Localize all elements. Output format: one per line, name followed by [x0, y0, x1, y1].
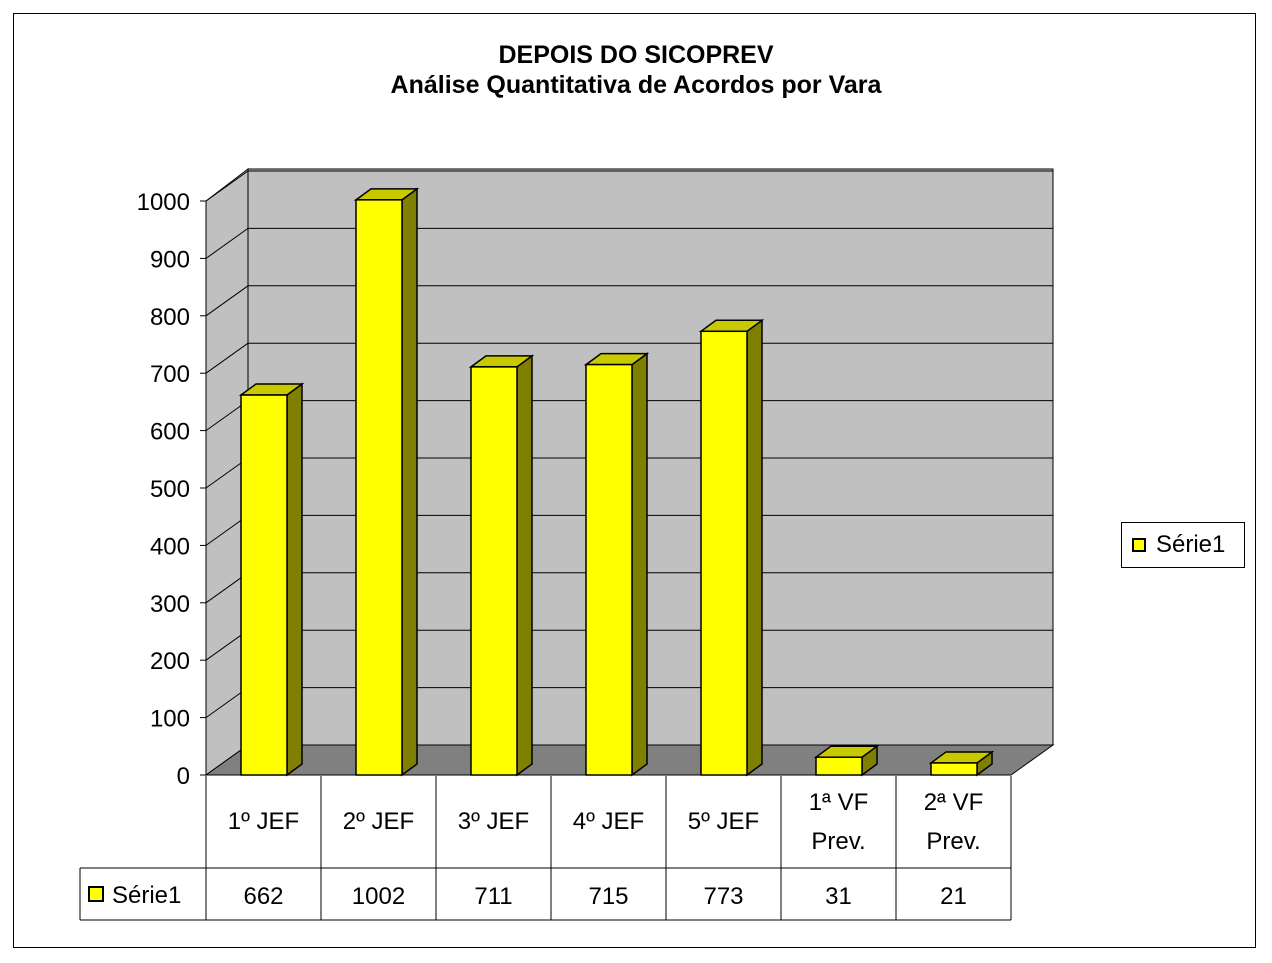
- bar-side: [631, 352, 648, 777]
- table-value: 711: [474, 883, 512, 910]
- y-tick-label: 500: [150, 476, 190, 503]
- y-tick-label: 900: [150, 246, 190, 273]
- gridline-side: [205, 227, 249, 259]
- chart-title-line: DEPOIS DO SICOPREV: [498, 41, 774, 69]
- table-value: 773: [703, 883, 743, 910]
- x-category-label: 2º JEF: [343, 808, 414, 835]
- y-tick-label: 600: [150, 419, 190, 446]
- bar-side: [516, 354, 533, 777]
- y-tick-label: 1000: [137, 189, 190, 216]
- x-category-label: 1º JEF: [228, 808, 299, 835]
- bar: [470, 366, 518, 776]
- y-tick-label: 800: [150, 304, 190, 331]
- y-tick-label: 400: [150, 533, 190, 560]
- x-category-label: 3º JEF: [458, 808, 529, 835]
- bar-side: [746, 318, 763, 777]
- chart-title: DEPOIS DO SICOPREV Análise Quantitativa …: [0, 40, 1272, 100]
- table-value: 662: [243, 883, 283, 910]
- table-series-label: Série1: [112, 882, 181, 909]
- bar-side: [401, 187, 418, 777]
- bar: [585, 363, 633, 776]
- gridline-side: [205, 170, 249, 202]
- x-category-label: Prev.: [811, 828, 865, 855]
- x-category-label: 5º JEF: [688, 808, 759, 835]
- legend-label: Série1: [1156, 531, 1226, 558]
- table-value: 715: [588, 883, 628, 910]
- x-category-label: 4º JEF: [573, 808, 644, 835]
- y-tick-label: 200: [150, 648, 190, 675]
- legend: Série1: [1121, 522, 1245, 568]
- table-value: 21: [940, 883, 967, 910]
- bar: [930, 762, 978, 776]
- x-category-label: Prev.: [926, 828, 980, 855]
- y-tick-label: 300: [150, 591, 190, 618]
- y-tick-label: 700: [150, 361, 190, 388]
- bar-side: [286, 382, 303, 777]
- legend-swatch: [1132, 538, 1146, 552]
- y-tick-label: 0: [177, 763, 190, 790]
- chart-subtitle: Análise Quantitativa de Acordos por Vara: [390, 71, 882, 99]
- x-category-label: 1ª VF: [809, 789, 869, 816]
- bar: [815, 756, 863, 776]
- bar: [355, 199, 403, 776]
- table-legend-swatch: [88, 886, 104, 902]
- gridline-side: [205, 285, 249, 317]
- table-value: 1002: [352, 883, 405, 910]
- table-value: 31: [825, 883, 852, 910]
- bar: [700, 330, 748, 776]
- x-category-label: 2ª VF: [924, 789, 984, 816]
- y-tick-label: 100: [150, 706, 190, 733]
- gridline-side: [205, 342, 249, 374]
- bar: [240, 394, 288, 776]
